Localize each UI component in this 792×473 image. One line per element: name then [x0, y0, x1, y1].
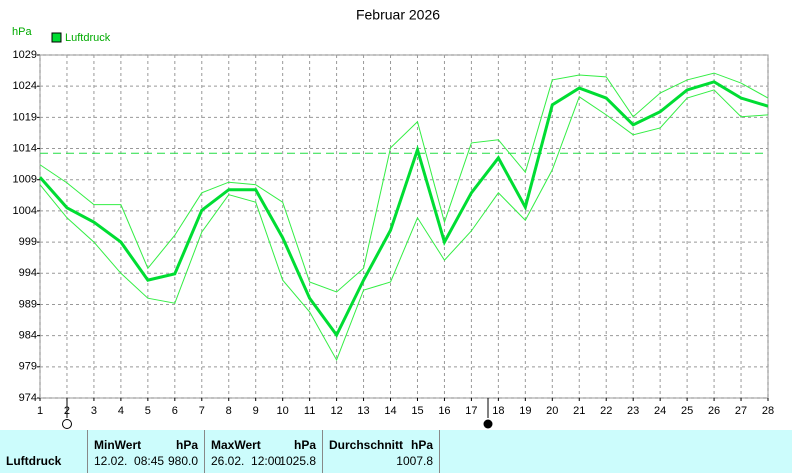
x-tick-label: 2 [64, 405, 70, 417]
x-tick-label: 26 [708, 405, 720, 417]
moon-full [62, 419, 72, 429]
legend-label: Luftdruck [65, 32, 111, 44]
y-tick-label: 1014 [13, 142, 37, 154]
y-tick-label: 1009 [13, 174, 37, 186]
x-tick-label: 8 [226, 405, 232, 417]
x-tick-label: 4 [118, 405, 124, 417]
x-tick-label: 1 [37, 405, 43, 417]
x-tick-label: 20 [546, 405, 558, 417]
plot-frame [39, 54, 769, 399]
x-tick-label: 7 [199, 405, 205, 417]
x-tick-label: 14 [384, 405, 396, 417]
x-tick-label: 11 [304, 405, 315, 417]
y-tick-label: 1019 [13, 111, 37, 123]
chart-title: Februar 2026 [356, 7, 440, 23]
x-tick-label: 12 [330, 405, 342, 417]
header: MinWert [94, 438, 142, 452]
x-tick-label: 6 [172, 405, 178, 417]
x-tick-label: 5 [145, 405, 151, 417]
x-tick-label: 16 [438, 405, 450, 417]
max-cell: MaxWert hPa 26.02. 12:00 1025.8 [205, 430, 323, 473]
chart: Februar 2026 hPa 97497998498999499910041… [12, 7, 774, 429]
y-tick-label: 1024 [13, 80, 37, 92]
x-tick-label: 22 [600, 405, 612, 417]
value: 980.0 [167, 454, 198, 468]
x-tick-label: 13 [357, 405, 369, 417]
y-tick-label: 1029 [13, 49, 37, 61]
y-axis-label: hPa [12, 26, 32, 38]
x-tick-label: 19 [519, 405, 531, 417]
time: 26.02. 12:00 [211, 454, 282, 468]
y-tick-label: 979 [19, 361, 37, 373]
x-tick-label: 17 [465, 405, 477, 417]
x-tick-label: 28 [762, 405, 774, 417]
x-tick-label: 27 [735, 405, 747, 417]
x-tick-label: 23 [627, 405, 639, 417]
row-label: Luftdruck [6, 454, 62, 468]
min-cell: MinWert hPa 12.02. 08:45 980.0 [88, 430, 205, 473]
moon-new [483, 419, 493, 429]
x-tick-label: 9 [253, 405, 259, 417]
y-tick-label: 994 [19, 267, 37, 279]
unit: hPa [410, 438, 433, 452]
row-label-cell: Luftdruck [0, 430, 88, 473]
x-tick-label: 25 [681, 405, 693, 417]
time: 12.02. 08:45 [94, 454, 165, 468]
header: MaxWert [211, 438, 261, 452]
value: 1007.8 [396, 454, 433, 468]
y-tick-label: 989 [19, 298, 37, 310]
x-tick-label: 18 [492, 405, 504, 417]
summary-table: Luftdruck MinWert hPa 12.02. 08:45 980.0… [0, 430, 792, 473]
unit: hPa [175, 438, 198, 452]
y-tick-label: 999 [19, 236, 37, 248]
data-line [38, 80, 769, 338]
unit: hPa [293, 438, 316, 452]
value: 1025.8 [279, 454, 316, 468]
data-line [39, 72, 769, 293]
x-tick-label: 15 [411, 405, 423, 417]
x-tick-label: 21 [573, 405, 585, 417]
data-line [39, 89, 769, 362]
y-tick-label: 1004 [13, 205, 37, 217]
y-tick-label: 974 [19, 392, 37, 404]
avg-cell: Durchschnitt hPa 1007.8 [323, 430, 440, 473]
header: Durchschnitt [329, 438, 404, 452]
x-tick-label: 10 [277, 405, 289, 417]
y-tick-label: 984 [19, 330, 37, 342]
legend-swatch [51, 32, 62, 43]
x-tick-label: 24 [654, 405, 666, 417]
x-tick-label: 3 [91, 405, 97, 417]
